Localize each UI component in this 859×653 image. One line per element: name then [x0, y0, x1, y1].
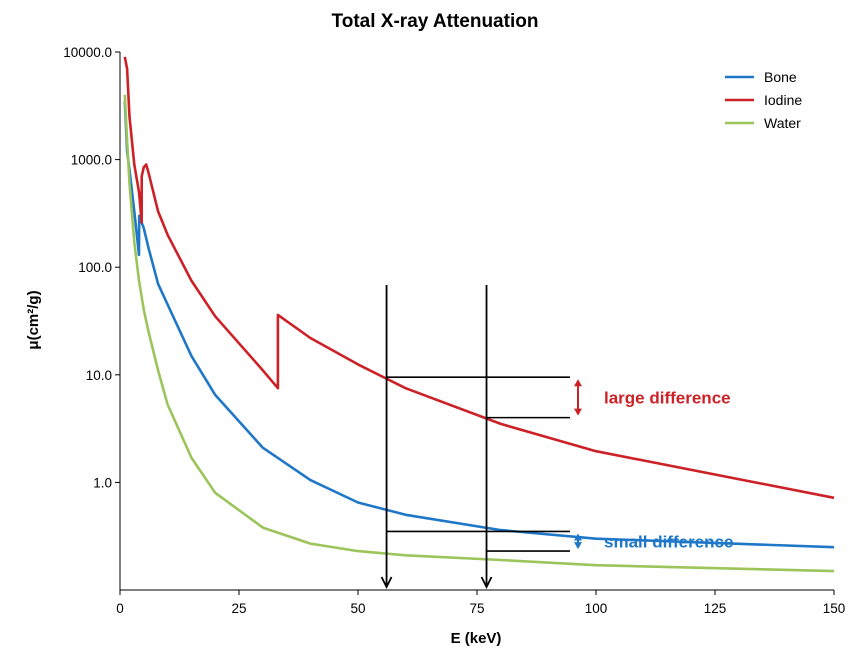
legend-label-water: Water [764, 115, 801, 131]
down-arrowhead [380, 576, 393, 590]
annotations: large difference small difference [380, 285, 733, 590]
y-tick-label: 1.0 [93, 475, 112, 490]
x-tick-label: 150 [823, 601, 846, 616]
y-tick-label: 1000.0 [71, 153, 112, 168]
small_difference-arrowhead-up [574, 533, 582, 541]
y-tick-label: 10.0 [86, 368, 112, 383]
large_difference-arrowhead-up [574, 379, 582, 387]
x-tick-label: 25 [231, 601, 246, 616]
small_difference-label: small difference [604, 532, 733, 551]
chart-title: Total X-ray Attenuation [332, 11, 539, 32]
series-line-bone [123, 101, 835, 549]
x-tick-label: 0 [116, 601, 124, 616]
y-tick-label: 10000.0 [63, 45, 112, 60]
x-axis-label: E (keV) [451, 630, 502, 647]
legend: Bone Iodine Water [725, 69, 802, 131]
legend-label-iodine: Iodine [764, 92, 802, 108]
x-tick-label: 125 [704, 601, 727, 616]
down-arrowhead [480, 576, 493, 590]
x-tick-label: 100 [585, 601, 608, 616]
x-tick-label: 75 [469, 601, 484, 616]
plot-lines [123, 56, 835, 573]
large_difference-arrowhead-down [574, 408, 582, 416]
series-line-water [123, 94, 835, 573]
small_difference-arrowhead-down [574, 542, 582, 550]
large_difference-label: large difference [604, 388, 731, 407]
y-axis-label: μ(cm²/g) [25, 290, 42, 349]
y-tick-label: 100.0 [78, 260, 112, 275]
axes: 0 25 50 75 100 125 150 1.0 10.0 100.0 1000.0 10000.… [63, 45, 845, 616]
legend-label-bone: Bone [764, 69, 797, 85]
x-tick-label: 50 [350, 601, 365, 616]
series-line-iodine [123, 56, 835, 500]
